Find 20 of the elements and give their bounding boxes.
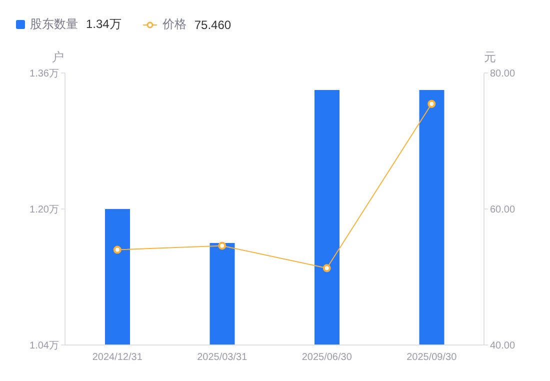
legend-label: 股东数量 (30, 16, 78, 33)
x-tick-label: 2025/06/30 (302, 352, 352, 364)
y-tick-label: 1.20万 (30, 204, 59, 216)
point (218, 242, 226, 250)
text: 1.34万 (86, 16, 122, 33)
y2-axis-title: 元 (484, 49, 496, 66)
y2-tick-label: 80.00 (490, 68, 516, 80)
y-tick-label: 1.36万 (30, 68, 59, 80)
legend-label: 价格 (162, 16, 186, 33)
point (322, 264, 331, 272)
x-tick-label: 2024/12/31 (92, 352, 143, 364)
x-tick-label: 2025/09/30 (406, 352, 458, 364)
point (428, 100, 436, 108)
y2-tick-label: 60.00 (490, 204, 516, 216)
point (113, 246, 122, 254)
x-tick-label: 2025/03/31 (197, 352, 248, 364)
y-axis-title: 户 (52, 49, 64, 66)
y2-tick-label: 40.00 (490, 340, 516, 352)
y-tick-label: 1.04万 (30, 340, 59, 352)
text: 75.460 (194, 18, 232, 32)
